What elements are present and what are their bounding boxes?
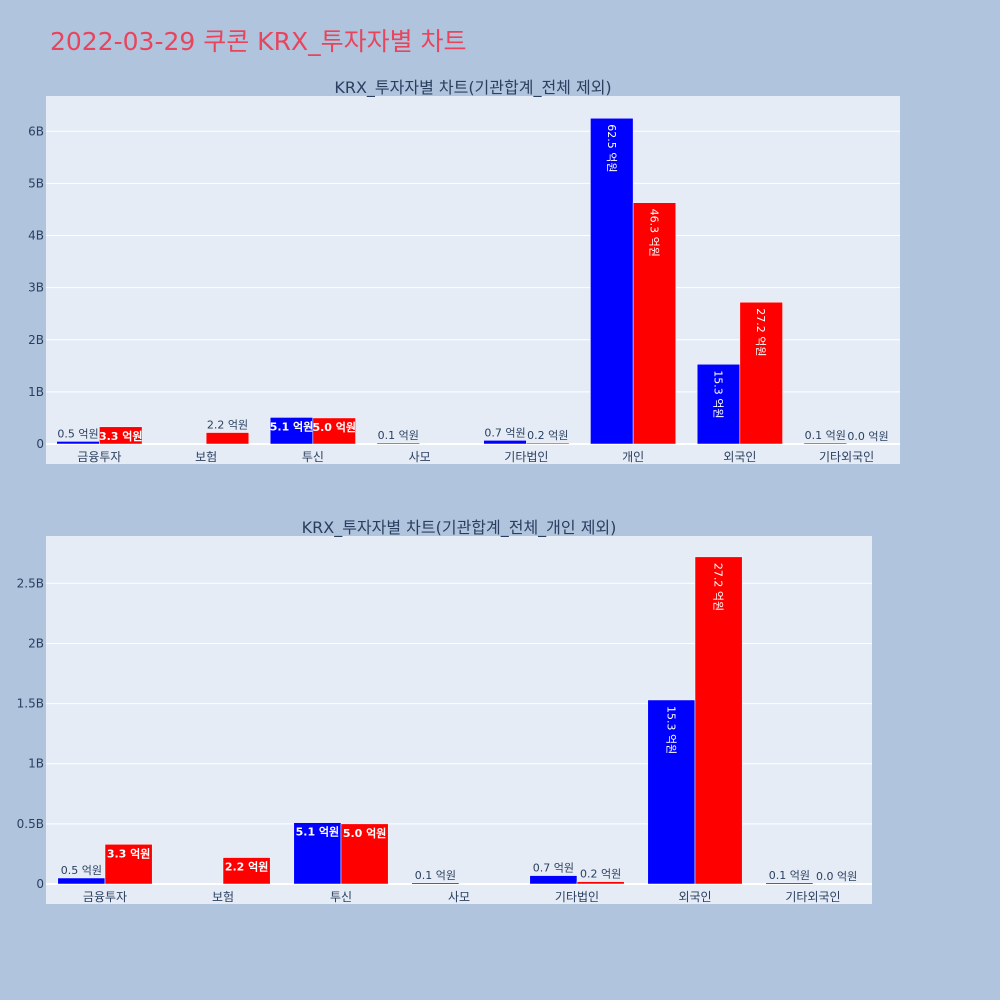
bar	[104, 844, 153, 885]
bar	[312, 417, 356, 445]
x-tick-label: 외국인	[678, 890, 711, 904]
data-label: 0.1 억원	[805, 429, 846, 442]
y-tick-label: 1B	[28, 757, 44, 771]
y-tick-label: 3B	[28, 281, 44, 295]
y-tick-label: 2B	[28, 333, 44, 347]
data-label: 0.7 억원	[533, 862, 574, 875]
data-label: 3.3 억원	[99, 429, 143, 443]
x-tick-label: 금융투자	[83, 890, 127, 904]
data-label: 0.7 억원	[484, 426, 525, 439]
bar	[694, 556, 743, 885]
bar	[269, 417, 314, 445]
data-label: 5.1 억원	[270, 419, 314, 433]
data-label: 3.3 억원	[107, 846, 151, 860]
x-tick-label: 개인	[622, 450, 644, 464]
data-label: 2.2 억원	[225, 860, 269, 874]
y-tick-label: 2B	[28, 636, 44, 650]
y-tick-label: 2.5B	[17, 576, 44, 590]
y-tick-label: 1.5B	[17, 697, 44, 711]
data-label: 15.3 억원	[712, 370, 725, 418]
bar	[483, 440, 527, 445]
bar	[293, 822, 342, 885]
bar	[376, 442, 420, 445]
chart-top: KRX_투자자별 차트(기관합계_전체 제외) 0 1B 2B 3B 4B 5B 6B 금융투자…	[28, 78, 900, 464]
chart-bottom: KRX_투자자별 차트(기관합계_전체_개인 제외) 0 0.5B 1B 1.5B 2B 2…	[17, 518, 872, 904]
bar	[576, 881, 625, 885]
y-tick-label: 4B	[28, 229, 44, 243]
data-label: 5.1 억원	[296, 825, 340, 839]
bar	[590, 117, 634, 445]
data-label: 15.3 억원	[664, 706, 677, 754]
x-tick-label: 금융투자	[77, 450, 121, 464]
y-tick-label: 5B	[28, 176, 44, 190]
y-tick-label: 6B	[28, 124, 44, 138]
x-tick-label: 기타외국인	[819, 450, 874, 464]
data-label: 5.0 억원	[312, 420, 356, 434]
bar	[99, 426, 143, 445]
data-label: 0.2 억원	[527, 429, 568, 442]
data-label: 5.0 억원	[343, 826, 387, 840]
chart-title: KRX_투자자별 차트(기관합계_전체 제외)	[334, 78, 611, 98]
bar	[739, 301, 783, 445]
data-label: 27.2 억원	[754, 308, 767, 356]
chart-title: KRX_투자자별 차트(기관합계_전체_개인 제외)	[302, 518, 617, 538]
page-title: 2022-03-29 쿠콘 KRX_투자자별 차트	[50, 27, 467, 56]
data-label: 0.1 억원	[769, 869, 810, 882]
y-tick-label: 0.5B	[17, 817, 44, 831]
bar	[526, 442, 570, 445]
x-tick-label: 사모	[409, 450, 431, 464]
bar	[56, 441, 100, 445]
y-tick-label: 0	[36, 877, 44, 891]
data-label: 0.0 억원	[816, 870, 857, 883]
x-tick-label: 사모	[448, 890, 470, 904]
x-tick-label: 기타외국인	[785, 890, 840, 904]
data-label: 0.5 억원	[61, 864, 102, 877]
plot-area	[46, 536, 872, 904]
bar	[765, 882, 814, 885]
bar	[340, 823, 389, 885]
x-tick-label: 보험	[212, 890, 234, 904]
data-label: 2.2 억원	[207, 419, 248, 432]
data-label: 0.1 억원	[415, 869, 456, 882]
x-tick-label: 기타법인	[555, 890, 599, 904]
bar	[222, 857, 271, 885]
x-tick-label: 기타법인	[504, 450, 548, 464]
data-label: 27.2 억원	[712, 563, 725, 611]
bar	[803, 442, 847, 445]
bar	[411, 882, 460, 885]
x-tick-label: 투신	[330, 890, 352, 904]
bar	[529, 875, 578, 885]
bar	[696, 364, 741, 445]
data-label: 0.5 억원	[57, 427, 98, 440]
x-tick-label: 투신	[302, 450, 324, 464]
data-label: 0.2 억원	[580, 868, 621, 881]
data-label: 62.5 억원	[605, 124, 618, 172]
bar	[205, 432, 250, 445]
data-label: 0.0 억원	[847, 430, 888, 443]
x-tick-label: 보험	[195, 450, 217, 464]
x-tick-label: 외국인	[723, 450, 756, 464]
y-tick-label: 1B	[28, 385, 44, 399]
bar	[57, 877, 106, 885]
bar	[632, 202, 677, 445]
data-label: 46.3 억원	[647, 209, 660, 257]
bar	[647, 699, 696, 885]
y-tick-label: 0	[36, 437, 44, 451]
data-label: 0.1 억원	[378, 429, 419, 442]
